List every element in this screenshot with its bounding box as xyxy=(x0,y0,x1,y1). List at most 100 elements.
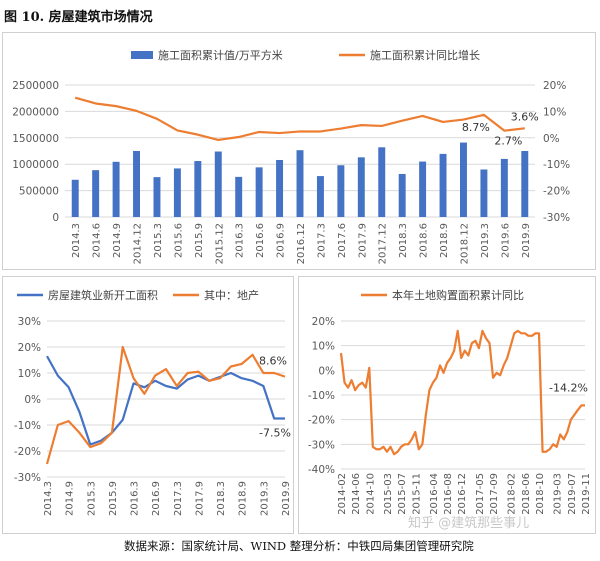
x-tick-label: 2014.3 xyxy=(71,223,82,258)
bar xyxy=(71,179,79,217)
x-tick-label: 2017-09 xyxy=(489,473,500,515)
y-tick-label: -30% xyxy=(308,439,335,451)
bar xyxy=(153,177,161,217)
y-tick-label: -10% xyxy=(308,390,335,402)
x-tick-label: 2016.3 xyxy=(235,223,246,258)
bar xyxy=(480,169,488,217)
x-tick-label: 2018.12 xyxy=(459,223,470,264)
construction-area-chart: 0 500000 1000000 1500000 2000000 2500000 -30% -… xyxy=(2,32,596,270)
y2-tick-label: 0% xyxy=(543,133,560,145)
x-tick-label: 2018.6 xyxy=(419,223,430,258)
x-tick-label: 2014.12 xyxy=(133,223,144,264)
bar xyxy=(419,161,427,217)
x-tick-label: 2016.6 xyxy=(255,223,266,258)
y-tick-label: -40% xyxy=(308,464,335,476)
y2-tick-label: 20% xyxy=(543,80,566,92)
x-tick-label: 2014.9 xyxy=(65,481,76,516)
data-label: 8.6% xyxy=(259,355,287,368)
x-tick-label: 2016.9 xyxy=(151,481,162,516)
bar xyxy=(112,161,120,217)
data-label: 3.6% xyxy=(511,110,539,123)
x-tick-label: 2018-10 xyxy=(535,473,546,515)
y-tick-label: 1500000 xyxy=(12,133,59,145)
x-tick-label: 2015.3 xyxy=(153,223,164,258)
y-tick-label: 0% xyxy=(318,365,335,377)
bar xyxy=(316,176,324,217)
x-tick-label: 2018.3 xyxy=(398,223,409,258)
y2-tick-label: -20% xyxy=(543,186,570,198)
x-tick-label: 2014-02 xyxy=(337,473,348,515)
y-tick-label: -10% xyxy=(14,420,41,432)
real-estate-line xyxy=(45,345,286,465)
land-purchase-chart: -40% -30% -20% -10% 0% 10% 20% 2014-02 2014-06 20… xyxy=(298,276,596,534)
legend-label: 其中：地产 xyxy=(204,288,259,302)
y-tick-label: 0 xyxy=(52,212,59,224)
land-purchase-line xyxy=(339,329,585,456)
data-label: -14.2% xyxy=(549,381,588,394)
x-tick-label: 2017.12 xyxy=(378,223,389,264)
x-tick-label: 2016.3 xyxy=(130,481,141,516)
x-tick-label: 2014-10 xyxy=(365,473,376,515)
x-tick-label: 2018.9 xyxy=(439,223,450,258)
bar xyxy=(439,153,447,217)
x-tick-label: 2016.12 xyxy=(296,223,307,264)
x-tick-label: 2015.9 xyxy=(194,223,205,258)
bar xyxy=(460,142,467,217)
land-purchase-svg: -40%-30%-20%-10%0%10%20%2014-02 2014-06 20… xyxy=(308,288,592,515)
y2-tick-label: -10% xyxy=(543,159,570,171)
x-tick-label: 2017.9 xyxy=(194,481,205,516)
bar xyxy=(276,159,284,217)
bar xyxy=(92,170,100,217)
x-tick-label: 2015.3 xyxy=(86,481,97,516)
new-start-area-svg: -30% -20% -10% 0% 10% 20% 30% 2014.3 2014.9 2015.… xyxy=(14,288,292,516)
x-tick-label: 2014-06 xyxy=(351,473,362,515)
x-tick-label: 2015-07 xyxy=(397,473,408,515)
x-tick-label: 2018-06 xyxy=(521,473,532,515)
y-tick-label: 30% xyxy=(18,316,41,328)
y-tick-label: -20% xyxy=(14,446,41,458)
y-tick-label: 1000000 xyxy=(12,159,59,171)
legend-label: 房屋建筑业新开工面积 xyxy=(48,288,158,302)
x-tick-label: 2017-05 xyxy=(475,473,486,515)
x-tick-label: 2014.9 xyxy=(112,223,123,258)
x-tick-label: 2018-02 xyxy=(507,473,518,515)
x-tick-label: 2017.9 xyxy=(357,223,368,258)
x-tick-label: 2019-07 xyxy=(567,473,578,515)
bar xyxy=(296,150,304,217)
bar xyxy=(235,176,243,217)
bar xyxy=(194,161,202,217)
x-tick-label: 2016.9 xyxy=(276,223,287,258)
data-label: -7.5% xyxy=(259,427,291,440)
x-tick-label: 2016-12 xyxy=(457,473,468,515)
x-tick-label: 2015.9 xyxy=(108,481,119,516)
x-tick-label: 2016-04 xyxy=(429,473,440,515)
y-tick-label: 20% xyxy=(18,342,41,354)
y-tick-label: 10% xyxy=(18,368,41,380)
bar xyxy=(133,151,140,217)
y-tick-label: 0% xyxy=(24,394,41,406)
x-tick-label: 2019.3 xyxy=(259,481,270,516)
x-tick-label: 2019.3 xyxy=(480,223,491,258)
x-tick-label: 2017.3 xyxy=(316,223,327,258)
x-tick-label: 2018.9 xyxy=(238,481,249,516)
x-tick-label: 2017.3 xyxy=(173,481,184,516)
legend-swatch-bars xyxy=(131,51,153,59)
new-start-line xyxy=(46,355,285,446)
page-title: 图 10. 房屋建筑市场情况 xyxy=(4,10,153,25)
bar xyxy=(398,173,406,217)
legend-label: 施工面积累计同比增长 xyxy=(370,48,480,62)
x-tick-label: 2019.9 xyxy=(521,223,532,258)
x-tick-label: 2015.12 xyxy=(214,223,225,264)
data-source-footer: 数据来源：国家统计局、WIND 整理分析：中铁四局集团管理研究院 xyxy=(124,539,474,553)
y-tick-label: 2000000 xyxy=(12,106,59,118)
bar xyxy=(500,158,508,217)
x-tick-label: 2019-03 xyxy=(553,473,564,515)
bar xyxy=(255,167,263,217)
bar xyxy=(337,165,345,217)
x-tick-label: 2019-11 xyxy=(581,473,592,515)
x-tick-label: 2015-03 xyxy=(383,473,394,515)
data-label: 8.7% xyxy=(462,121,490,134)
x-tick-label: 2015.6 xyxy=(173,223,184,258)
legend-label: 本年土地购置面积累计同比 xyxy=(392,288,524,302)
y-tick-label: -20% xyxy=(308,415,335,427)
